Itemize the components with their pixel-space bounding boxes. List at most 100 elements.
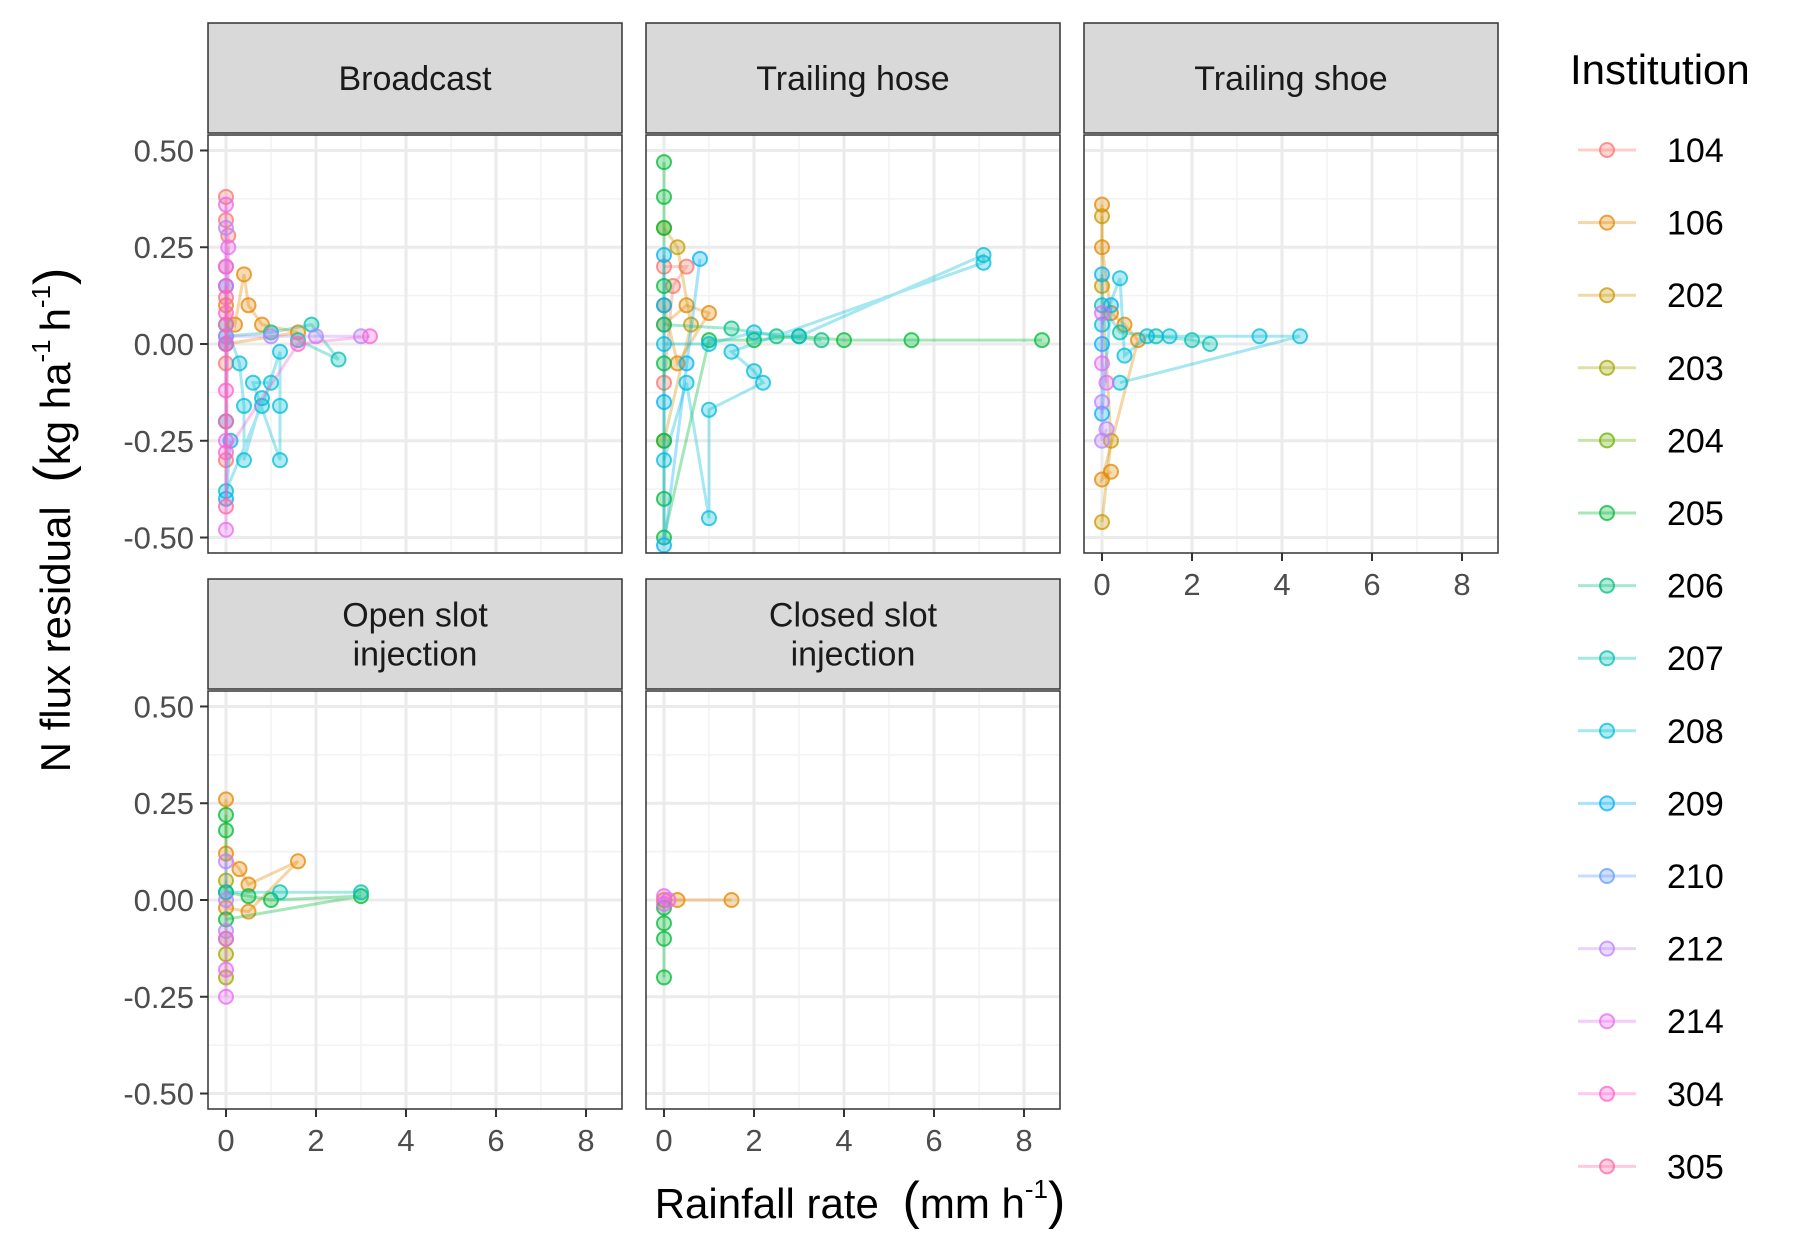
series-line-104 <box>662 265 690 383</box>
x-tick-label: 2 <box>307 1123 324 1158</box>
series-line-212 <box>1100 402 1108 442</box>
panel-strip <box>207 578 623 690</box>
legend-entry-305: 305 <box>1578 1148 1724 1186</box>
data-point-205 <box>656 277 672 294</box>
y-tick-label: 0.25 <box>134 230 194 265</box>
data-point-205 <box>1034 332 1050 349</box>
data-point-212 <box>1098 421 1115 438</box>
series-line-106 <box>662 303 712 368</box>
data-point-106 <box>290 853 306 870</box>
legend-entry-label: 106 <box>1667 205 1724 243</box>
x-tick-label: 6 <box>487 1123 504 1158</box>
legend-entry-207: 207 <box>1578 640 1724 678</box>
data-point-106 <box>240 297 257 314</box>
panel-3: Trailing shoe 0 2 4 6 8 <box>1083 22 1499 602</box>
data-point-205 <box>656 930 672 947</box>
data-point-214 <box>218 961 234 978</box>
legend-entry-212: 212 <box>1578 931 1724 969</box>
legend-key-point <box>1599 432 1615 449</box>
data-point-304 <box>218 444 234 461</box>
data-point-206 <box>768 328 785 345</box>
data-point-208 <box>231 355 248 372</box>
data-point-212 <box>1094 394 1110 411</box>
y-axis-title-text: N flux residual <box>32 506 79 772</box>
panel-strip-label: Open slot <box>342 597 488 635</box>
data-point-205 <box>656 915 672 932</box>
data-point-206 <box>656 316 672 333</box>
panel-data <box>656 154 1050 553</box>
legend-key-point <box>1599 868 1615 884</box>
data-point-208 <box>1112 374 1128 391</box>
x-tick-label: 4 <box>835 1123 852 1158</box>
data-point-106 <box>1116 316 1133 333</box>
x-tick-label: 2 <box>745 1123 762 1158</box>
data-point-208 <box>791 328 807 345</box>
panel-data <box>656 888 740 986</box>
data-point-208 <box>975 254 992 271</box>
data-point-206 <box>813 332 830 349</box>
data-point-202 <box>1094 277 1110 294</box>
legend-key-point <box>1599 287 1615 304</box>
data-point-208 <box>272 397 288 414</box>
legend-key-point <box>1599 577 1615 594</box>
legend-entry-208: 208 <box>1578 713 1724 751</box>
legend-entry-label: 202 <box>1667 277 1724 315</box>
y-tick-label: 0.50 <box>134 133 194 168</box>
legend-key-point <box>1599 214 1615 231</box>
series-line-304 <box>224 285 371 458</box>
data-point-205 <box>836 332 852 349</box>
y-axis-title-unit-kg: kg ha <box>32 362 79 465</box>
series-line-104 <box>224 196 230 461</box>
data-point-207 <box>330 351 347 368</box>
data-point-214 <box>218 521 234 538</box>
x-axis-title-sup: -1 <box>1025 1174 1048 1204</box>
y-tick-label: 0.00 <box>134 883 194 918</box>
legend-key-point <box>1599 795 1615 812</box>
data-point-208 <box>1116 347 1133 364</box>
data-point-208 <box>746 324 762 341</box>
data-point-214 <box>220 239 237 256</box>
data-point-212 <box>218 853 234 870</box>
legend-entry-label: 209 <box>1667 785 1724 823</box>
legend-entry-label: 204 <box>1667 422 1724 460</box>
panel-strip <box>645 22 1061 134</box>
legend-key-point <box>1599 722 1615 739</box>
data-point-208 <box>1139 328 1155 345</box>
data-point-214 <box>218 196 234 213</box>
panel-strip <box>1083 22 1499 134</box>
legend-key-point <box>1599 1158 1615 1175</box>
x-tick-label: 0 <box>1093 567 1110 602</box>
panel-strip-label: Trailing hose <box>756 60 949 98</box>
data-point-214 <box>1094 355 1110 372</box>
data-point-214 <box>1098 374 1115 391</box>
data-point-106 <box>701 305 717 322</box>
data-point-203 <box>218 872 234 889</box>
x-tick-label: 4 <box>1273 567 1290 602</box>
data-point-214 <box>218 930 234 947</box>
data-point-305 <box>218 289 234 306</box>
panel-strip-label: Closed slot <box>769 597 938 635</box>
panel-strip-label: Broadcast <box>338 60 492 98</box>
data-point-104 <box>656 374 672 391</box>
y-tick-label: 0.50 <box>134 689 194 724</box>
x-tick-label: 8 <box>577 1123 594 1158</box>
y-axis-title-sup1: -1 <box>26 339 56 362</box>
data-point-212 <box>218 892 234 908</box>
legend-entry-label: 212 <box>1667 931 1724 969</box>
data-point-208 <box>272 452 288 469</box>
data-point-205 <box>656 355 672 372</box>
panel-strip <box>207 22 623 134</box>
data-point-106 <box>236 266 252 283</box>
data-point-202 <box>1094 208 1110 225</box>
data-point-208 <box>701 401 717 418</box>
data-point-209 <box>692 250 708 267</box>
data-point-208 <box>1094 316 1110 333</box>
data-point-207 <box>272 884 288 901</box>
y-axis-title-paren-close: ) <box>24 268 82 285</box>
data-point-205 <box>218 822 234 839</box>
series-line-209 <box>224 285 232 499</box>
y-axis-title: N flux residual (kg ha-1h-1) <box>24 268 82 773</box>
